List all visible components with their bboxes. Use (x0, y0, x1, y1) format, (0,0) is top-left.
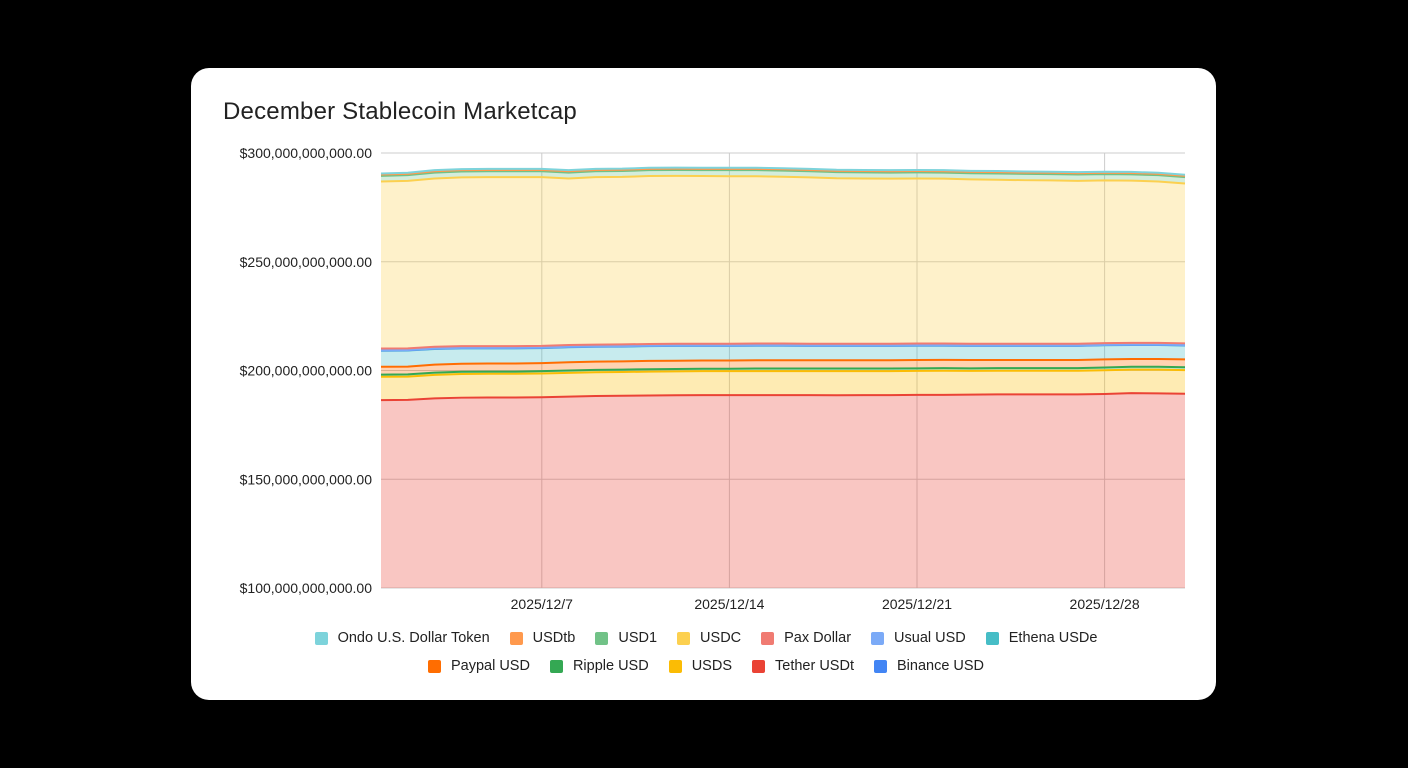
x-tick-label: 2025/12/7 (511, 596, 573, 612)
y-tick-label: $250,000,000,000.00 (240, 254, 373, 270)
legend-item[interactable]: Binance USD (873, 658, 985, 674)
legend-swatch (873, 659, 887, 673)
legend-swatch (509, 631, 523, 645)
legend-swatch (677, 631, 691, 645)
stacked-area-chart: $100,000,000,000.00 $150,000,000,000.00 $2… (240, 145, 1186, 612)
chart-legend: Ondo U.S. Dollar Token USDtb USD1 USDC Pax D… (271, 630, 1141, 674)
legend-item[interactable]: USD1 (595, 630, 657, 646)
legend-label: Ondo U.S. Dollar Token (337, 630, 490, 646)
y-tick-label: $150,000,000,000.00 (240, 471, 373, 487)
legend-label: Ripple USD (572, 658, 649, 674)
legend-item[interactable]: Pax Dollar (761, 630, 851, 646)
legend-item[interactable]: Ethena USDe (985, 630, 1098, 646)
legend-label: Ethena USDe (1008, 630, 1098, 646)
legend-swatch (314, 631, 328, 645)
line-tether-usdt (380, 392, 1186, 402)
line-usual-usd (380, 343, 1186, 352)
area-tether-usdt (381, 393, 1185, 588)
legend-swatch (985, 631, 999, 645)
legend-label: USD1 (618, 630, 658, 646)
legend-item[interactable]: Usual USD (871, 630, 966, 646)
legend-item[interactable]: Tether USDt (752, 658, 854, 674)
area-usds (381, 369, 1185, 401)
y-tick-label: $300,000,000,000.00 (240, 145, 373, 161)
legend-item[interactable]: Ripple USD (549, 658, 649, 674)
y-tick-label: $200,000,000,000.00 (240, 363, 373, 379)
line-usdc (380, 174, 1186, 185)
legend-item[interactable]: Ondo U.S. Dollar Token (314, 630, 490, 646)
y-tick-label: $100,000,000,000.00 (240, 580, 373, 596)
legend-item[interactable]: USDS (668, 658, 732, 674)
legend-label: USDC (700, 630, 742, 646)
legend-swatch (752, 659, 765, 673)
x-tick-label: 2025/12/14 (694, 596, 764, 612)
legend-swatch (595, 631, 609, 645)
line-paypal-usd (380, 357, 1186, 368)
legend-item[interactable]: USDC (677, 630, 741, 646)
legend-label: USDS (691, 658, 732, 674)
line-ripple-usd (380, 365, 1186, 376)
line-ondo-u-s-dollar-token (380, 166, 1186, 176)
legend-label: Usual USD (894, 630, 966, 646)
legend-label: Tether USDt (775, 658, 854, 674)
line-usdtb (380, 167, 1186, 177)
line-usd1 (380, 168, 1186, 179)
area-usdc (381, 175, 1185, 349)
legend-label: Paypal USD (450, 658, 530, 674)
chart-title: December Stablecoin Marketcap (223, 98, 577, 125)
legend-item[interactable]: USDtb (509, 630, 576, 646)
legend-swatch (761, 631, 775, 645)
legend-swatch (427, 659, 441, 673)
legend-swatch (871, 631, 885, 645)
legend-label: Pax Dollar (784, 630, 852, 646)
line-usds (380, 368, 1186, 378)
x-tick-label: 2025/12/28 (1070, 596, 1140, 612)
legend-label: Binance USD (896, 658, 985, 674)
legend-item[interactable]: Paypal USD (427, 658, 530, 674)
line-pax-dollar (380, 341, 1186, 350)
legend-swatch (668, 659, 682, 673)
area-ripple-usd (381, 366, 1185, 377)
legend-label: USDtb (532, 630, 576, 646)
legend-swatch (549, 659, 563, 673)
x-tick-label: 2025/12/21 (882, 596, 952, 612)
chart-card: December Stablecoin Marketcap $100,000,0… (191, 68, 1216, 700)
